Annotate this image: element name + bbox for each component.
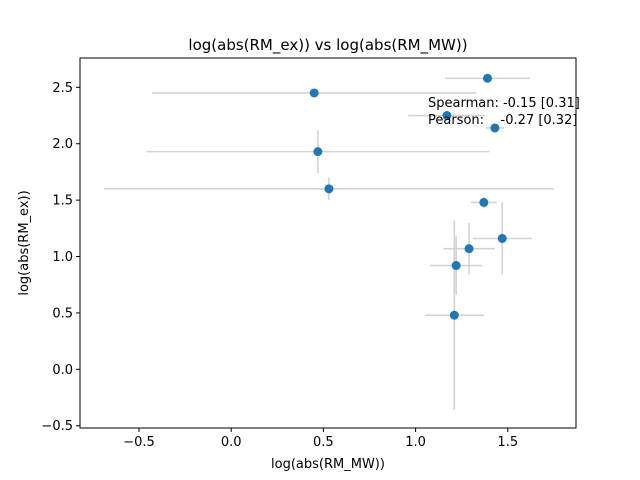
- data-point-5: [324, 184, 334, 194]
- y-tick-label: 0.5: [52, 306, 73, 321]
- data-point-0: [482, 73, 492, 83]
- y-tick-label: 1.5: [52, 194, 73, 209]
- chart-title: log(abs(RM_ex)) vs log(abs(RM_MW)): [188, 36, 467, 55]
- y-tick-label: 2.5: [52, 81, 73, 96]
- data-point-7: [497, 233, 507, 243]
- y-axis-ticks: −0.5 0.0 0.5 1.0 1.5 2.0 2.5: [41, 81, 80, 434]
- y-tick-label: 1.0: [52, 250, 73, 265]
- x-tick-label: 0.5: [313, 435, 334, 450]
- y-tick-label: −0.5: [41, 419, 73, 434]
- y-axis-label: log(abs(RM_ex)): [17, 190, 32, 295]
- data-point-6: [479, 197, 489, 207]
- y-tick-label: 2.0: [52, 137, 73, 152]
- plot-area: [103, 73, 554, 410]
- data-point-10: [449, 310, 459, 320]
- x-tick-label: 1.0: [405, 435, 426, 450]
- x-tick-label: 1.5: [497, 435, 518, 450]
- x-axis-ticks: −0.5 0.0 0.5 1.0 1.5: [123, 428, 518, 450]
- x-tick-label: 0.0: [221, 435, 242, 450]
- data-point-9: [451, 261, 461, 271]
- data-point-4: [313, 147, 323, 157]
- x-tick-label: −0.5: [123, 435, 155, 450]
- data-point-1: [309, 88, 319, 98]
- data-point-3: [490, 123, 500, 133]
- x-axis-label: log(abs(RM_MW)): [271, 457, 385, 472]
- plot-frame: [79, 57, 577, 429]
- data-point-2: [442, 111, 452, 121]
- data-point-8: [464, 244, 474, 254]
- y-tick-label: 0.0: [52, 363, 73, 378]
- spearman-annotation: Spearman: -0.15 [0.31]: [428, 96, 580, 111]
- pearson-annotation: Pearson: -0.27 [0.32]: [428, 113, 577, 128]
